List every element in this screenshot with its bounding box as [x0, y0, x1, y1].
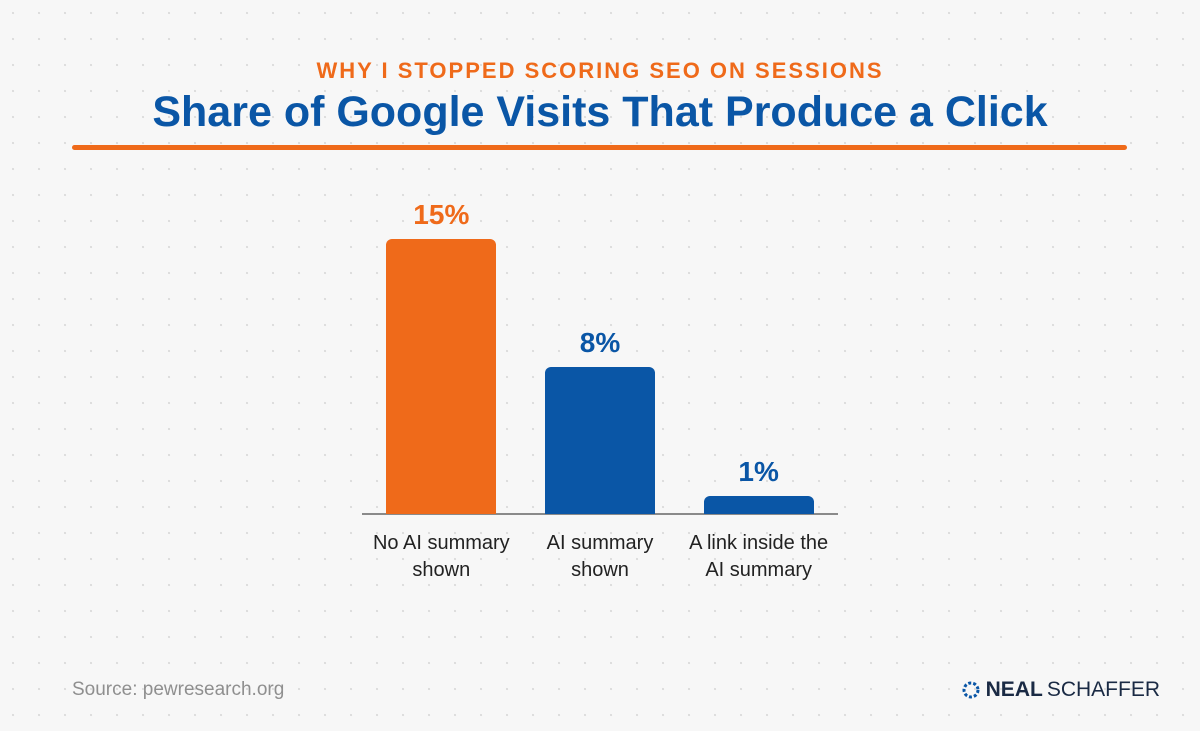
value-label: 15%: [413, 199, 470, 230]
logo-last: SCHAFFER: [1046, 678, 1160, 701]
bar: [545, 367, 655, 514]
logo-icon: [962, 681, 980, 699]
chart-title: Share of Google Visits That Produce a Cl…: [152, 88, 1048, 136]
source-note: Source: pewresearch.org: [72, 679, 285, 700]
bar: [703, 495, 814, 514]
category-label: No AI summary shown: [372, 532, 510, 581]
category-label: A link inside the AI summary: [689, 532, 829, 581]
chart-subtitle: WHY I STOPPED SCORING SEO ON SESSIONS: [316, 58, 884, 83]
baseline: [362, 513, 838, 515]
bar: [386, 239, 497, 514]
logo: NEAL SCHAFFER: [960, 678, 1160, 702]
value-label: 1%: [738, 455, 779, 487]
title-underline: [72, 145, 1127, 150]
category-label: AI summary shown: [546, 532, 654, 581]
logo-first: NEAL: [985, 678, 1043, 701]
value-label: 8%: [579, 327, 621, 359]
